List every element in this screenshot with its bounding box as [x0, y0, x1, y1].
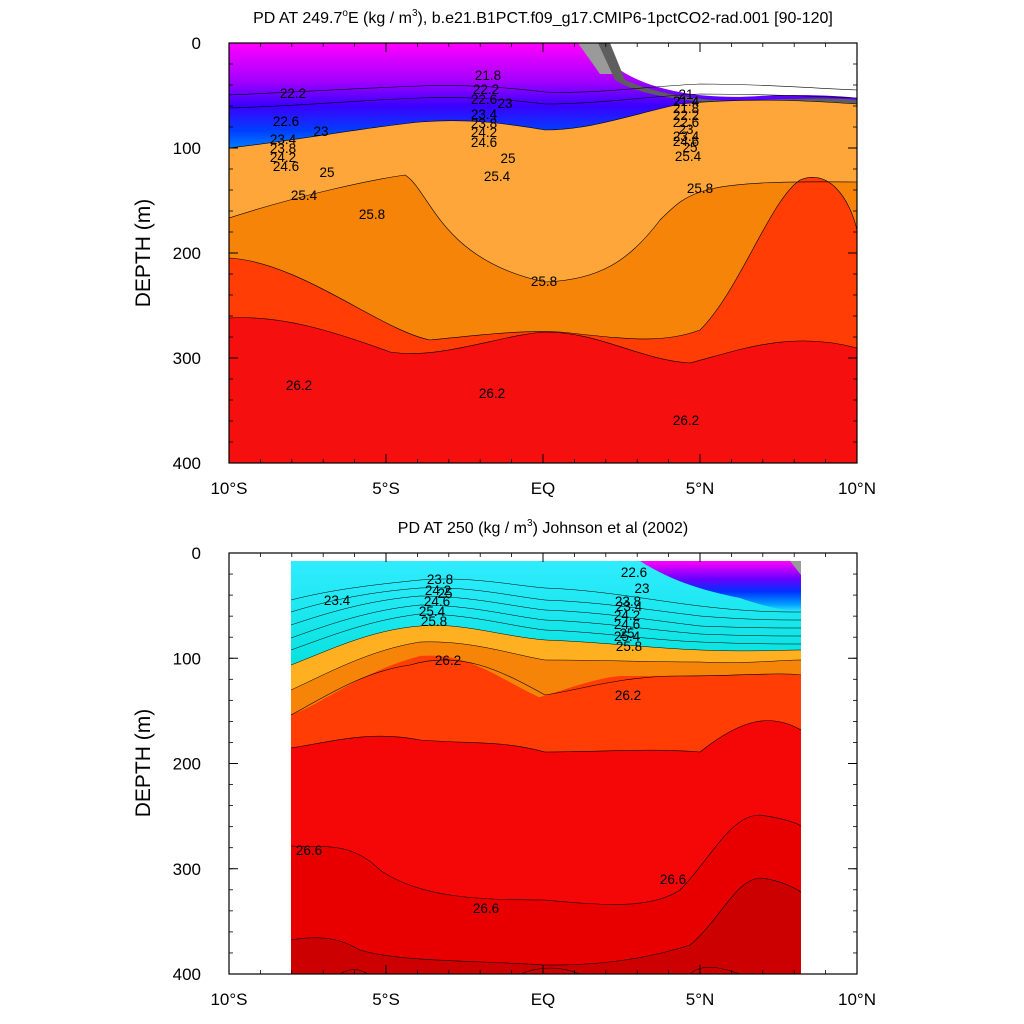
surface-gray-band-2 [790, 561, 801, 575]
contour-label: 25.4 [419, 604, 446, 619]
contour-label: 25 [619, 626, 634, 641]
contour-label: 26.6 [660, 872, 686, 887]
x-tick-label: 10°S [210, 990, 247, 1009]
panel-1-plot-area [229, 43, 857, 463]
x-tick-label: 10°S [210, 479, 247, 498]
panel-2-axes: 10°S 5°S EQ 5°N 10°N 0 100 200 300 400 [173, 544, 876, 1009]
contour-label: 26.6 [296, 843, 322, 858]
contour-label: 26.2 [615, 688, 641, 703]
x-tick-label: EQ [531, 479, 556, 498]
contour-label: 26.2 [435, 653, 461, 668]
panel-1-title: PD AT 249.7oE (kg / m3), b.e21.B1PCT.f09… [253, 8, 833, 27]
contour-label: 25.4 [291, 188, 318, 203]
contour-label: 23.8 [270, 141, 296, 156]
contour-label: 23 [497, 96, 512, 111]
contour-label: 22.6 [673, 115, 699, 130]
contour-label: 23 [313, 124, 328, 139]
panel-1-contour-labels: 21.822.222.6 2323.423.824.224.62525.425.8… [270, 68, 713, 428]
y-tick-label: 0 [192, 34, 201, 53]
contour-label: 25.4 [675, 149, 702, 164]
y-tick-label: 100 [173, 139, 201, 158]
contour-label: 25.8 [687, 181, 713, 196]
band-27.0-27.4-2 [291, 815, 801, 974]
contour-label: 22.6 [471, 92, 497, 107]
contour-label: 24.6 [673, 134, 699, 149]
contour-label: 25 [319, 165, 334, 180]
panel-1: PD AT 249.7oE (kg / m3), b.e21.B1PCT.f09… [132, 8, 876, 498]
x-tick-label: 5°S [372, 990, 400, 1009]
contour-label: 23.4 [471, 107, 498, 122]
contour-label: 24.6 [424, 594, 450, 609]
contour-label: 23.4 [324, 593, 351, 608]
x-tick-label: 10°N [838, 479, 876, 498]
contour-label: 21 [678, 87, 693, 102]
contour-label: 22.2 [280, 86, 306, 101]
contour-label: 21.8 [475, 68, 501, 83]
band-26.6-27.0 [229, 317, 857, 463]
contour-label: 25.8 [531, 274, 557, 289]
contour-label: 24.2 [614, 608, 640, 623]
y-tick-label: 200 [173, 755, 201, 774]
contour-label: 25 [437, 586, 452, 601]
surface-gray-band [578, 43, 615, 74]
contour-label: 23.8 [615, 594, 641, 609]
contour-label: 23.8 [427, 572, 453, 587]
contour-label: 25 [682, 140, 697, 155]
contour-label: 25.8 [359, 207, 385, 222]
contour-label: 26.2 [673, 413, 699, 428]
y-tick-label: 300 [173, 860, 201, 879]
y-tick-label: 0 [192, 544, 201, 563]
panel-2: PD AT 250 (kg / m3) Johnson et al (2002) [132, 518, 876, 1009]
contour-label: 22.2 [473, 82, 499, 97]
panel-1-y-axis-label: DEPTH (m) [132, 199, 155, 308]
contour-label: 26.6 [473, 901, 499, 916]
contour-label: 25.8 [616, 639, 642, 654]
contour-label: 24.2 [425, 583, 451, 598]
contour-label: 22.6 [273, 114, 299, 129]
x-tick-label: 10°N [838, 990, 876, 1009]
y-tick-label: 300 [173, 349, 201, 368]
y-tick-label: 400 [173, 965, 201, 984]
y-tick-label: 400 [173, 454, 201, 473]
contour-label: 26.2 [479, 386, 505, 401]
contour-label: 25 [500, 151, 515, 166]
contour-label: 22.6 [621, 565, 647, 580]
contour-label: 25.4 [484, 169, 511, 184]
contour-label: 25.4 [614, 629, 641, 644]
panel-2-y-axis-label: DEPTH (m) [132, 709, 155, 818]
contour-label: 23.8 [471, 116, 497, 131]
contour-label: 26.2 [286, 378, 312, 393]
surface-empty-region [575, 43, 857, 98]
contour-label: 21.4 [673, 94, 700, 109]
contour-label: 24.2 [471, 125, 497, 140]
y-tick-label: 200 [173, 244, 201, 263]
contour-label: 24.6 [614, 617, 640, 632]
surface-warm-region-2 [640, 561, 801, 612]
panel-2-contour-labels: 23.423.824.224.62525.425.826.222.62323.4… [296, 565, 686, 916]
surface-dark-band [598, 43, 857, 105]
contour-label: 23 [634, 581, 649, 596]
contour-label: 23.4 [673, 129, 700, 144]
y-tick-label: 100 [173, 649, 201, 668]
contour-label: 23.4 [616, 599, 643, 614]
panel-2-plot-area [291, 561, 801, 974]
x-tick-label: EQ [531, 990, 556, 1009]
contour-label: 24.6 [471, 135, 497, 150]
x-tick-label: 5°N [686, 990, 715, 1009]
contour-label: 24.2 [270, 150, 296, 165]
x-tick-label: 5°S [372, 479, 400, 498]
contour-label: 23.4 [270, 132, 297, 147]
panel-1-axes: 10°S 5°S EQ 5°N 10°N 0 100 200 300 400 [173, 34, 876, 498]
panel-1-contour-lines [229, 83, 857, 364]
contour-label: 23 [678, 122, 693, 137]
contour-label: 22.2 [673, 108, 699, 123]
x-tick-label: 5°N [686, 479, 715, 498]
contour-label: 21.8 [673, 101, 699, 116]
contour-label: 24.6 [273, 159, 299, 174]
panel-2-thermocline-lines [291, 578, 801, 691]
contour-label: 25.8 [421, 614, 447, 629]
panel-2-title: PD AT 250 (kg / m3) Johnson et al (2002) [398, 518, 688, 537]
